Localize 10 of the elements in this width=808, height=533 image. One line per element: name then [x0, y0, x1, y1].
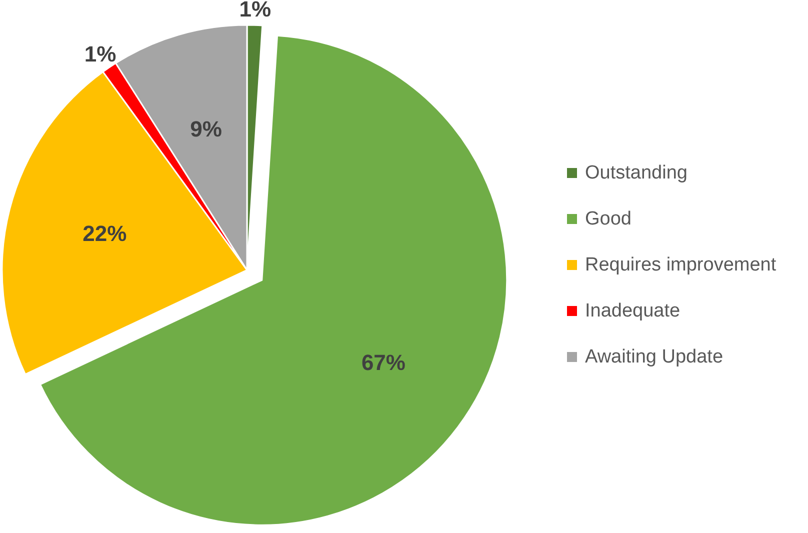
legend-label: Inadequate	[585, 300, 680, 322]
legend-label: Outstanding	[585, 162, 688, 184]
data-label: 22%	[82, 220, 127, 246]
data-label: 9%	[190, 116, 222, 142]
data-label: 67%	[361, 350, 406, 376]
data-label: 1%	[84, 42, 116, 67]
data-label: 1%	[239, 0, 272, 22]
legend-label: Good	[585, 208, 632, 230]
legend-label: Requires improvement	[585, 254, 777, 276]
legend-label: Awaiting Update	[585, 346, 724, 368]
